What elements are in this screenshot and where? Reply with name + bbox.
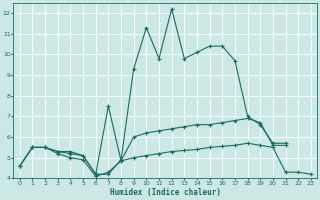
X-axis label: Humidex (Indice chaleur): Humidex (Indice chaleur) xyxy=(110,188,221,197)
